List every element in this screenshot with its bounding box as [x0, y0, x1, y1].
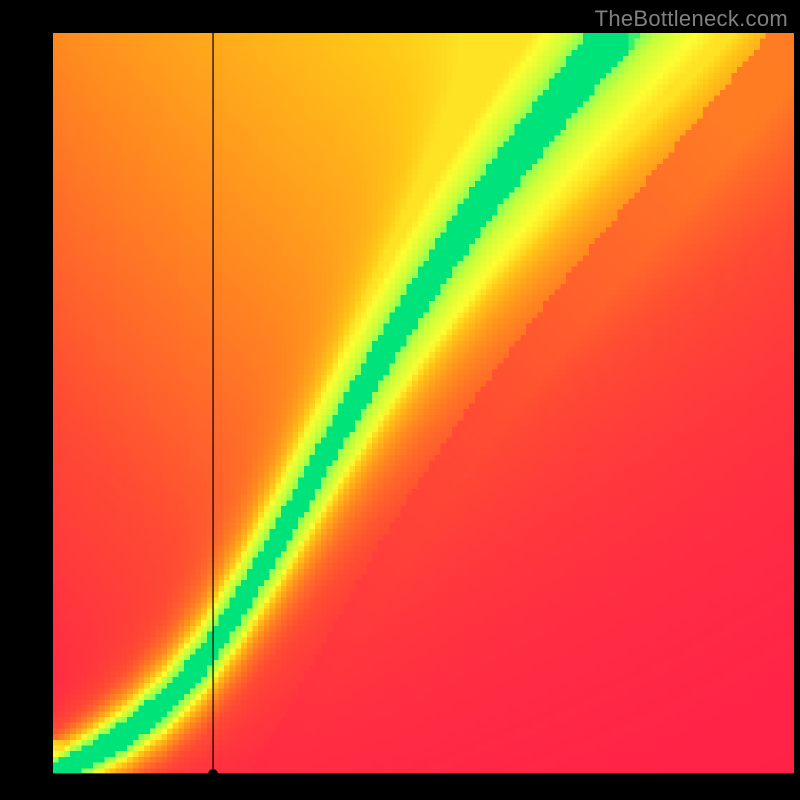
bottleneck-heatmap — [53, 33, 794, 774]
root-container: { "watermark": "TheBottleneck.com", "can… — [0, 0, 800, 800]
chart-plot-area — [53, 33, 794, 774]
watermark-text: TheBottleneck.com — [595, 6, 788, 32]
